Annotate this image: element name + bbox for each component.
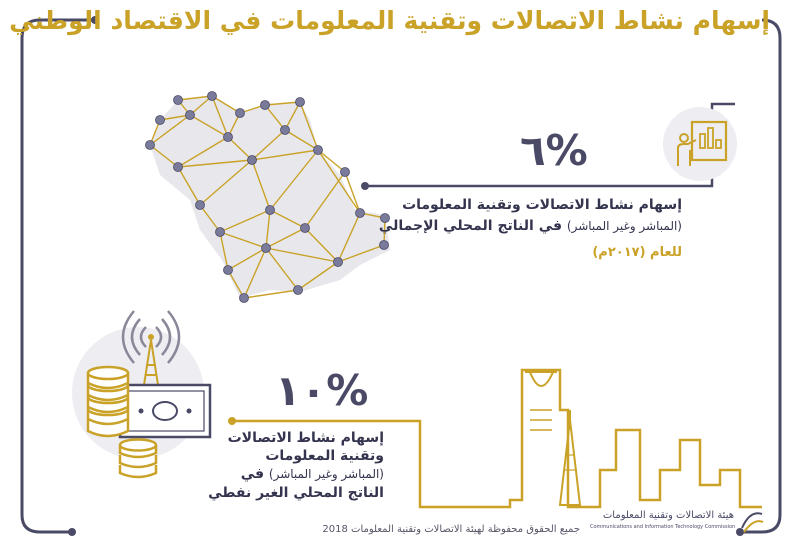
stat2-line3: (المباشر وغير المباشر) في: [241, 466, 384, 482]
copyright-footer: جميع الحقوق محفوظة لهيئة الاتصالات وتقني…: [322, 524, 580, 535]
stat2-line4: الناتج المحلي الغير نفطي: [208, 485, 384, 501]
skyline-icon: [525, 371, 582, 506]
stat2-line3-bold: في: [240, 466, 265, 482]
stat1-line2-bold: في الناتج المحلي الإجمالي: [378, 218, 563, 234]
stat2-line3-small: (المباشر وغير المباشر): [268, 467, 384, 481]
stat1-line2-small: (المباشر وغير المباشر): [566, 219, 682, 233]
logo-english: Communications and Information Technolog…: [590, 524, 736, 530]
page-title: إسهام نشاط الاتصالات وتقنية المعلومات في…: [9, 6, 770, 35]
logo-arabic: هيئة الاتصالات وتقنية المعلومات: [602, 510, 734, 521]
presenter-chart-icon: [663, 107, 737, 181]
stat2-line1: إسهام نشاط الاتصالات: [227, 430, 384, 446]
stat1-year: للعام (٢٠١٧م): [592, 245, 682, 260]
citc-logo-icon: [741, 512, 764, 533]
stat1-line2: (المباشر وغير المباشر) في الناتج المحلي …: [379, 218, 682, 234]
map-network-icon: [145, 91, 390, 303]
money-signal-icon: [72, 310, 212, 479]
stat1-percent: ٦%: [520, 126, 588, 175]
stat1-line1: إسهام نشاط الاتصالات وتقنية المعلومات: [402, 197, 682, 213]
stat2-percent: ١٠%: [275, 366, 369, 415]
stat2-line2: وتقنية المعلومات: [265, 448, 384, 464]
